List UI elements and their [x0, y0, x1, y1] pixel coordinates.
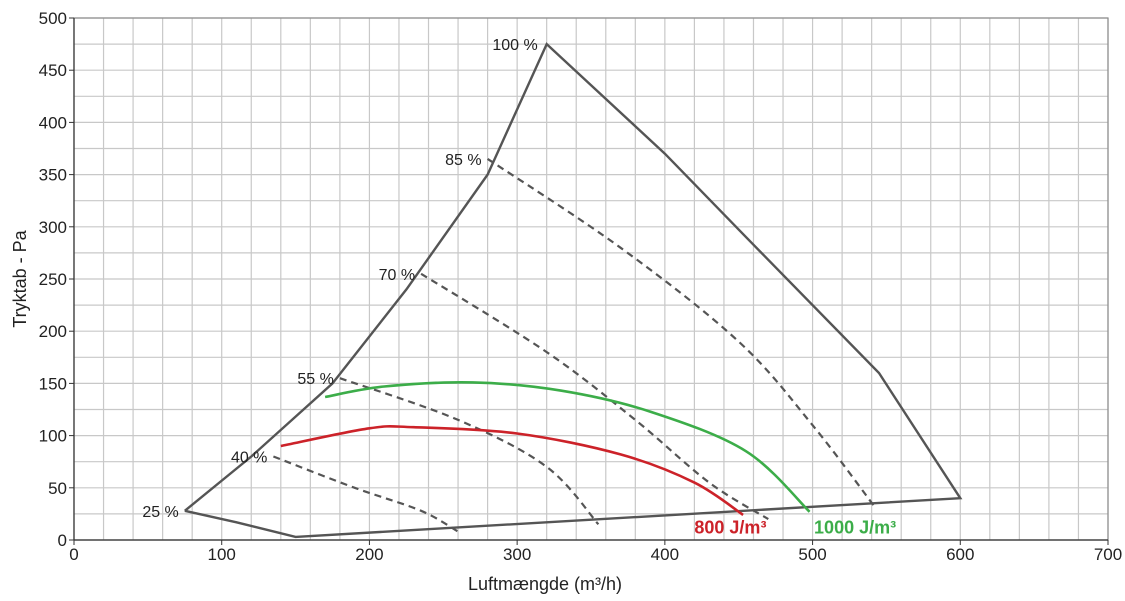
y-axis-title: Tryktab - Pa	[10, 229, 30, 327]
y-tick-label: 0	[58, 531, 67, 550]
x-tick-label: 100	[208, 545, 236, 564]
y-tick-label: 500	[39, 9, 67, 28]
y-tick-label: 400	[39, 113, 67, 132]
envelope-line	[184, 42, 963, 539]
x-tick-label: 500	[798, 545, 826, 564]
speed-line-label: 25 %	[142, 504, 178, 521]
speed-line-label: 85 %	[445, 152, 481, 169]
series-line	[324, 380, 811, 513]
speed-line-dashed	[273, 455, 459, 533]
series-label: 800 J/m³	[694, 517, 766, 537]
plot-lines	[184, 42, 963, 539]
y-tick-label: 300	[39, 218, 67, 237]
x-tick-label: 300	[503, 545, 531, 564]
speed-line-label: 40 %	[231, 449, 267, 466]
speed-line-label: 100 %	[492, 37, 537, 54]
x-tick-label: 400	[651, 545, 679, 564]
x-tick-label: 600	[946, 545, 974, 564]
y-tick-label: 200	[39, 322, 67, 341]
y-tick-label: 100	[39, 427, 67, 446]
y-tick-label: 350	[39, 166, 67, 185]
speed-line-dashed	[486, 157, 877, 510]
x-tick-label: 0	[69, 545, 78, 564]
y-tick-label: 150	[39, 374, 67, 393]
grid	[73, 17, 1109, 541]
series-line	[280, 424, 744, 516]
x-axis-title: Luftmængde (m³/h)	[468, 574, 622, 594]
plot-labels: 100 % 85 % 70 % 55 % 40 % 25 % 800 J/m³ 1000 J/…	[142, 37, 896, 537]
y-tick-label: 450	[39, 61, 67, 80]
y-tick-label: 250	[39, 270, 67, 289]
speed-line-dashed	[420, 272, 769, 521]
speed-line-label: 70 %	[379, 267, 415, 284]
x-tick-label: 700	[1094, 545, 1122, 564]
speed-line-dashed	[339, 377, 600, 526]
series-label: 1000 J/m³	[814, 517, 896, 537]
y-tick-label: 50	[48, 479, 67, 498]
x-tick-label: 200	[355, 545, 383, 564]
speed-line-label: 55 %	[297, 371, 333, 388]
axes: 0 100 200 300 400 500 600 700 0 50 100 150 200 250 300…	[39, 9, 1123, 564]
